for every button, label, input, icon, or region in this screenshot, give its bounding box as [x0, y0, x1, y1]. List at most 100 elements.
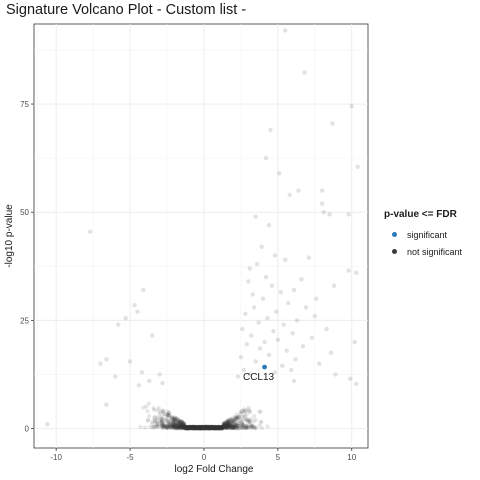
cloud-point [160, 423, 165, 428]
cloud-point [209, 425, 214, 430]
cloud-point [213, 425, 218, 430]
cloud-point [209, 425, 214, 430]
cloud-point [203, 425, 208, 431]
cloud-point [202, 425, 207, 431]
cloud-point [222, 422, 227, 428]
cloud-point [188, 425, 193, 430]
cloud-point [190, 424, 195, 429]
cloud-point [172, 422, 178, 428]
cloud-point [236, 426, 242, 431]
cloud-point [212, 424, 217, 430]
cloud-point [193, 425, 198, 430]
cloud-point [145, 418, 150, 423]
cloud-point [222, 424, 227, 429]
cloud-point [234, 416, 239, 421]
cloud-point [215, 425, 220, 430]
cloud-point [198, 426, 204, 431]
cloud-point [181, 423, 186, 429]
cloud-point [159, 417, 164, 422]
cloud-point [181, 425, 186, 430]
cloud-point [210, 425, 215, 430]
cloud-point [198, 425, 203, 431]
cloud-point [197, 425, 202, 430]
cloud-point [181, 421, 187, 426]
cloud-point [215, 425, 220, 430]
cloud-point [179, 420, 184, 425]
cloud-point [209, 425, 214, 430]
cloud-point [184, 425, 189, 430]
cloud-point [200, 425, 205, 430]
data-point-not-significant [333, 372, 338, 377]
cloud-point [238, 418, 243, 423]
cloud-point [164, 425, 170, 431]
cloud-point [195, 426, 200, 431]
y-tick-label: 25 [20, 316, 29, 325]
cloud-point [206, 424, 211, 430]
cloud-point [200, 425, 205, 430]
data-point-not-significant [330, 121, 335, 126]
cloud-point [217, 425, 222, 430]
cloud-point [158, 420, 163, 425]
cloud-point [231, 415, 236, 421]
cloud-point [178, 423, 183, 429]
cloud-point [212, 425, 217, 430]
cloud-point [201, 425, 206, 430]
cloud-point [206, 425, 212, 431]
cloud-point [175, 423, 180, 428]
cloud-point [219, 425, 224, 431]
cloud-point [190, 425, 195, 430]
cloud-point [211, 424, 216, 430]
cloud-point [212, 424, 218, 429]
cloud-point [198, 425, 203, 430]
cloud-point [186, 424, 191, 429]
cloud-point [196, 425, 201, 430]
cloud-point [204, 424, 209, 429]
cloud-point [184, 425, 189, 430]
cloud-point [172, 422, 178, 428]
cloud-point [191, 426, 196, 431]
cloud-point [202, 424, 207, 430]
cloud-point [221, 424, 227, 429]
data-point-not-significant [135, 309, 140, 314]
cloud-point [218, 425, 223, 430]
cloud-point [207, 425, 212, 430]
cloud-point [181, 422, 186, 427]
cloud-point [248, 422, 253, 428]
cloud-point [185, 426, 190, 431]
cloud-point [178, 424, 183, 429]
cloud-point [209, 424, 215, 430]
cloud-point [200, 425, 205, 430]
cloud-point [215, 424, 221, 430]
cloud-point [249, 426, 254, 431]
cloud-point [204, 426, 209, 431]
cloud-point [216, 426, 221, 431]
cloud-point [227, 423, 233, 428]
cloud-point [226, 423, 231, 428]
cloud-point [148, 424, 153, 429]
cloud-point [214, 425, 219, 431]
cloud-point [227, 421, 232, 426]
cloud-point [211, 426, 216, 431]
cloud-point [170, 418, 175, 423]
cloud-point [225, 421, 231, 426]
cloud-point [191, 425, 196, 430]
cloud-point [225, 424, 230, 429]
cloud-point [206, 424, 212, 429]
cloud-point [187, 425, 192, 430]
cloud-point [197, 424, 203, 430]
cloud-point [153, 419, 158, 424]
cloud-point [159, 416, 164, 421]
cloud-point [179, 420, 184, 425]
cloud-point [191, 425, 197, 430]
cloud-point [227, 422, 232, 428]
cloud-point [212, 425, 218, 430]
cloud-point [192, 426, 197, 431]
cloud-point [233, 424, 238, 429]
cloud-point [209, 425, 214, 430]
cloud-point [185, 425, 190, 430]
cloud-point [223, 424, 228, 429]
cloud-point [179, 424, 184, 429]
data-point-not-significant [346, 268, 351, 273]
cloud-point [192, 426, 197, 431]
cloud-point [191, 424, 196, 429]
